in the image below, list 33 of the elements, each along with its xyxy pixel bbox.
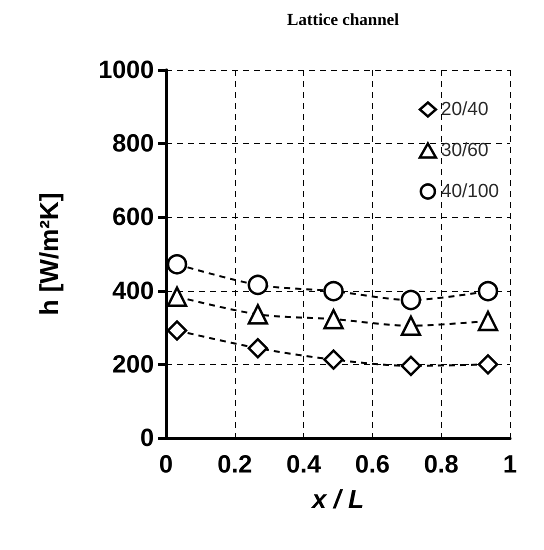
point [478,310,498,332]
x-tick-label: 0.6 [355,450,390,478]
y-tick-label: 1000 [98,56,154,84]
x-tick-label: 0 [159,450,173,478]
point [248,274,268,296]
point [323,280,344,302]
x-tick-label: 0.4 [286,450,322,478]
y-tick-label: 400 [112,276,154,305]
point [166,320,188,341]
y-tick-label: 800 [112,130,154,158]
point [478,354,498,375]
x-tick-label: 1 [503,450,518,478]
y-axis-title: h [W/m²K] [34,192,64,316]
point [323,308,344,330]
x-tick-label: 0.8 [424,450,459,478]
x-axis-title: x / L [310,484,364,514]
point [400,316,422,336]
legend-label: 40/100 [440,181,500,202]
legend-label: 20/40 [440,99,488,120]
point [248,338,268,358]
point [400,290,422,310]
point [323,349,344,370]
x-tick-label: 0.2 [217,450,252,478]
point [166,286,188,307]
point [478,280,498,302]
point [248,304,268,325]
y-tick-label: 0 [140,424,154,452]
point [166,254,188,275]
chart-title: Lattice channel [287,10,400,29]
point [400,356,422,376]
y-tick-label: 200 [112,350,154,378]
legend-label: 30/60 [440,140,488,161]
y-tick-label: 600 [112,203,154,232]
